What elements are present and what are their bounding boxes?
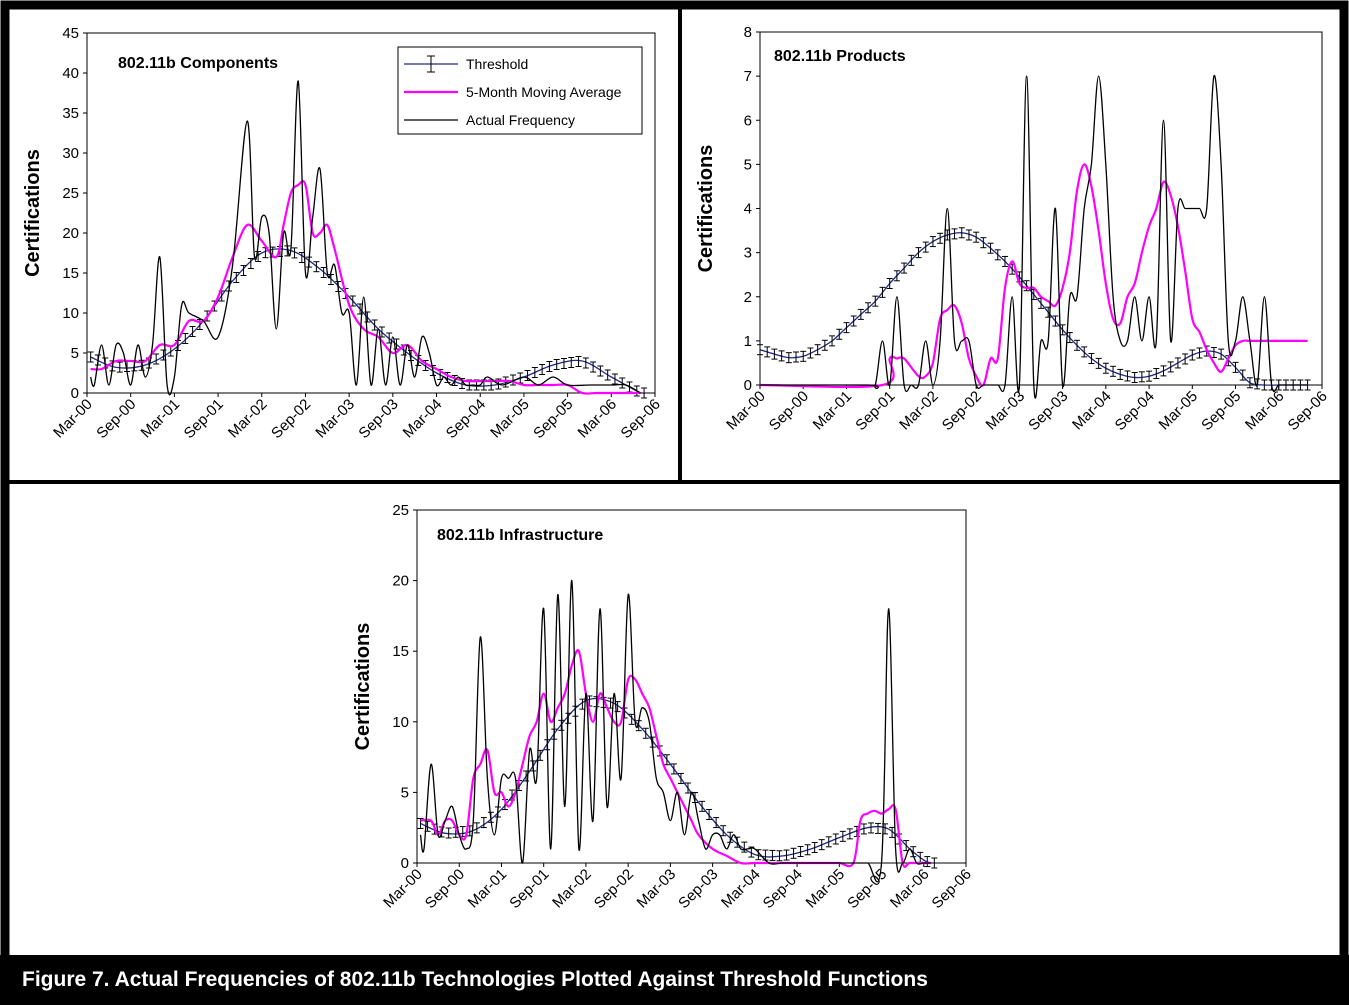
series-actual-frequency <box>419 579 931 883</box>
legend-label-actual-frequency: Actual Frequency <box>466 112 575 128</box>
x-tick-label: Sep-01 <box>852 388 898 434</box>
y-tick-label: 6 <box>744 112 752 129</box>
y-tick-label: 8 <box>744 24 752 41</box>
y-tick-label: 10 <box>392 714 409 731</box>
y-tick-label: 0 <box>401 855 409 872</box>
x-tick-label: Mar-01 <box>138 396 184 442</box>
y-tick-label: 0 <box>71 385 79 402</box>
x-tick-label: Mar-04 <box>400 396 446 442</box>
x-tick-label: Mar-02 <box>225 396 271 442</box>
y-tick-label: 4 <box>744 201 752 218</box>
x-tick-label: Mar-06 <box>575 396 621 442</box>
x-tick-label: Sep-00 <box>93 396 139 442</box>
x-tick-label: Mar-02 <box>896 388 942 434</box>
x-tick-label: Mar-02 <box>549 866 595 912</box>
x-tick-label: Sep-01 <box>181 396 227 442</box>
x-tick-label: Sep-06 <box>1285 388 1331 434</box>
y-tick-label: 15 <box>392 643 409 660</box>
y-axis-label: Certifications <box>22 149 44 277</box>
y-axis-label: Certifications <box>695 145 717 273</box>
x-tick-label: Sep-06 <box>929 866 975 912</box>
legend-label-threshold: Threshold <box>466 56 528 72</box>
x-tick-label: Mar-06 <box>1242 388 1288 434</box>
y-tick-label: 1 <box>744 333 752 350</box>
x-tick-label: Mar-03 <box>983 388 1029 434</box>
series-moving-average <box>420 649 931 869</box>
y-tick-label: 25 <box>392 502 409 519</box>
x-tick-label: Sep-05 <box>844 866 890 912</box>
x-tick-label: Sep-00 <box>766 388 812 434</box>
y-tick-label: 20 <box>62 225 79 242</box>
x-tick-label: Mar-00 <box>50 396 96 442</box>
y-axis-label: Certifications <box>352 623 374 751</box>
figure-caption: Figure 7. Actual Frequencies of 802.11b … <box>0 955 1349 1005</box>
x-tick-label: Mar-05 <box>1156 388 1202 434</box>
series-actual-frequency <box>760 74 1308 399</box>
chart-2: 0 5 10 15 20 25 Mar-00Sep-00Mar-01Sep-01Mar-02… <box>352 502 975 912</box>
x-tick-label: Mar-01 <box>465 866 511 912</box>
x-tick-label: Sep-04 <box>443 396 489 442</box>
y-tick-label: 3 <box>744 245 752 262</box>
chart-layer: 051015202530354045Mar-00Sep-00Mar-01Sep-… <box>22 24 1331 912</box>
y-tick-label: 40 <box>62 65 79 82</box>
x-tick-label: Sep-03 <box>1025 388 1071 434</box>
y-tick-label: 5 <box>744 156 752 173</box>
x-tick-label: Mar-04 <box>718 866 764 912</box>
x-tick-label: Sep-03 <box>675 866 721 912</box>
chart-title: 802.11b Products <box>774 48 906 65</box>
y-tick-label: 30 <box>62 145 79 162</box>
x-tick-label: Mar-00 <box>380 866 426 912</box>
chart-0: 051015202530354045Mar-00Sep-00Mar-01Sep-… <box>22 25 664 442</box>
series-threshold <box>420 697 932 864</box>
plot-area <box>86 32 656 394</box>
series-moving-average <box>90 180 641 395</box>
y-tick-label: 45 <box>62 25 79 42</box>
y-tick-label: 25 <box>62 185 79 202</box>
y-tick-label: 15 <box>62 265 79 282</box>
x-tick-label: Sep-04 <box>1112 388 1158 434</box>
y-tick-label: 10 <box>62 305 79 322</box>
chart-1: 012345678Mar-00Sep-00Mar-01Sep-01Mar-02S… <box>695 24 1331 434</box>
x-tick-label: Mar-00 <box>723 388 769 434</box>
x-tick-label: Mar-06 <box>887 866 933 912</box>
plot-area <box>416 509 967 864</box>
chart-title: 802.11b Infrastructure <box>437 527 603 544</box>
series-threshold <box>90 248 641 394</box>
x-tick-label: Sep-02 <box>268 396 314 442</box>
x-tick-label: Mar-01 <box>810 388 856 434</box>
y-tick-label: 5 <box>401 784 409 801</box>
x-tick-label: Sep-05 <box>530 396 576 442</box>
chart-title: 802.11b Components <box>118 55 278 72</box>
series-moving-average <box>759 163 1308 389</box>
series-actual-frequency <box>89 80 641 396</box>
x-tick-label: Sep-06 <box>618 396 664 442</box>
y-tick-label: 0 <box>744 377 752 394</box>
y-tick-label: 20 <box>392 573 409 590</box>
legend-label-moving-average: 5-Month Moving Average <box>466 84 622 100</box>
x-tick-label: Mar-03 <box>634 866 680 912</box>
x-tick-label: Sep-00 <box>422 866 468 912</box>
x-tick-label: Mar-05 <box>487 396 533 442</box>
y-tick-label: 2 <box>744 289 752 306</box>
y-tick-label: 5 <box>71 345 79 362</box>
x-tick-label: Mar-05 <box>803 866 849 912</box>
y-tick-label: 7 <box>744 68 752 85</box>
x-tick-label: Mar-03 <box>312 396 358 442</box>
x-tick-label: Sep-03 <box>355 396 401 442</box>
x-tick-label: Sep-02 <box>939 388 985 434</box>
y-tick-label: 35 <box>62 105 79 122</box>
x-tick-label: Mar-04 <box>1069 388 1115 434</box>
x-tick-label: Sep-04 <box>760 866 806 912</box>
chart-legend: Threshold 5-Month Moving Average Actual Fr… <box>397 46 643 135</box>
x-tick-label: Sep-05 <box>1198 388 1244 434</box>
x-tick-label: Sep-02 <box>591 866 637 912</box>
x-tick-label: Sep-01 <box>506 866 552 912</box>
